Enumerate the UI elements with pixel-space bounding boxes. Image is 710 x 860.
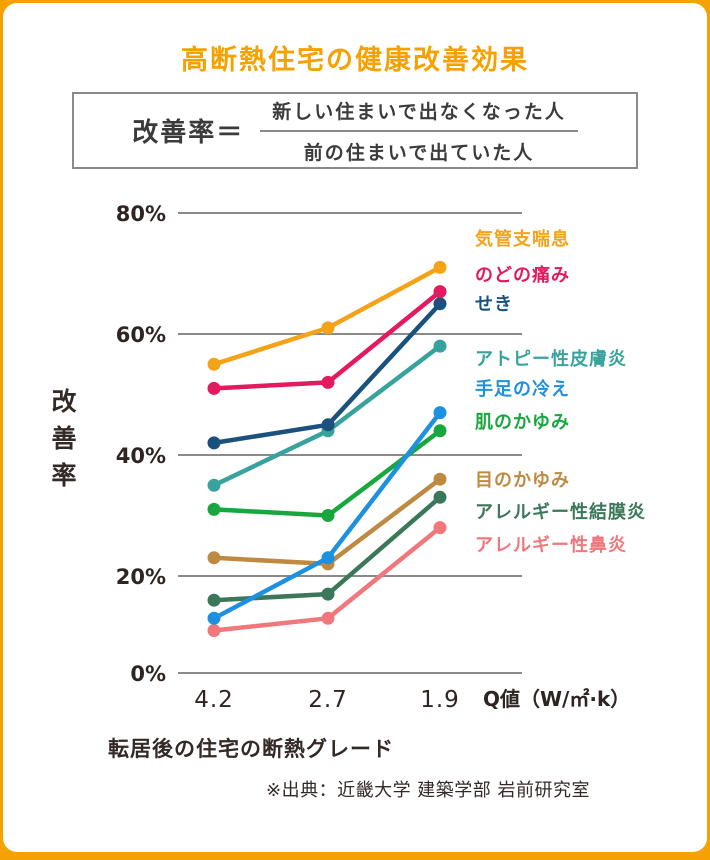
x-axis-unit: Q値（W/㎡·k） xyxy=(483,687,630,711)
data-point xyxy=(433,424,447,438)
series-line xyxy=(211,265,443,367)
y-tick-label: 80% xyxy=(116,202,166,226)
x-axis-caption: 転居後の住宅の断熱グレード xyxy=(108,737,394,761)
data-point xyxy=(321,587,335,601)
data-point xyxy=(207,611,221,625)
data-point xyxy=(433,406,447,420)
data-point xyxy=(321,375,335,389)
fraction-divider-line xyxy=(260,129,578,132)
data-point xyxy=(207,502,221,516)
data-point xyxy=(433,285,447,299)
formula-box: 改善率＝ 新しい住まいで出なくなった人 前の住まいで出ていた人 xyxy=(72,92,638,169)
formula-denominator: 前の住まいで出ていた人 xyxy=(303,141,535,164)
y-tick-label: 40% xyxy=(116,444,166,468)
data-point xyxy=(433,472,447,486)
x-tick-label: 1.9 xyxy=(420,687,460,713)
data-point xyxy=(433,521,447,535)
data-point xyxy=(207,357,221,371)
y-tick-label: 60% xyxy=(116,323,166,347)
data-point xyxy=(207,624,221,637)
x-tick-label: 2.7 xyxy=(308,687,348,713)
data-point xyxy=(207,478,221,492)
data-point xyxy=(433,490,447,504)
data-point xyxy=(207,436,221,450)
data-point xyxy=(321,611,335,625)
page-title: 高断熱住宅の健康改善効果 xyxy=(181,45,529,76)
data-point xyxy=(207,551,221,565)
source-note: ※出典：近畿大学 建築学部 岩前研究室 xyxy=(266,780,591,801)
formula-numerator: 新しい住まいで出なくなった人 xyxy=(272,100,566,123)
x-tick-label: 4.2 xyxy=(194,687,234,713)
formula-label: 改善率＝ xyxy=(132,118,245,148)
data-point xyxy=(321,321,335,335)
data-point xyxy=(433,339,447,353)
data-point xyxy=(433,297,447,311)
data-point xyxy=(321,551,335,565)
data-point xyxy=(207,381,221,395)
y-tick-label: 0% xyxy=(130,662,166,686)
formula-fraction: 新しい住まいで出なくなった人 前の住まいで出ていた人 xyxy=(260,97,578,165)
y-axis-title: 改善率 xyxy=(48,388,77,499)
data-point xyxy=(321,509,335,522)
y-tick-label: 20% xyxy=(116,565,166,589)
data-point xyxy=(321,418,335,432)
data-point xyxy=(433,260,447,274)
series-line xyxy=(211,343,443,488)
data-point xyxy=(207,593,221,607)
